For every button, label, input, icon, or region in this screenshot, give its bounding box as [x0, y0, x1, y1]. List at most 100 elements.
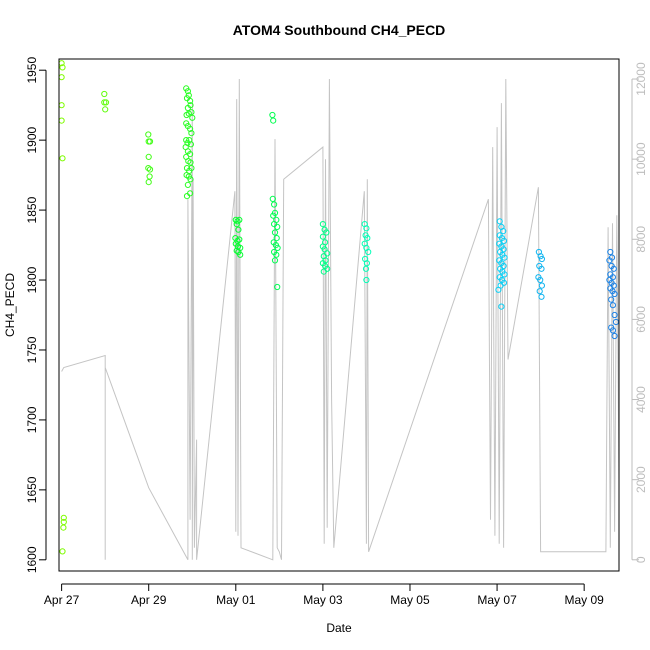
data-point: [538, 255, 546, 263]
data-point: [320, 268, 327, 275]
data-point: [495, 286, 502, 293]
data-point: [274, 223, 281, 230]
data-point: [538, 265, 545, 272]
data-point: [323, 229, 330, 236]
altitude-line: [61, 78, 620, 561]
data-point: [58, 74, 65, 81]
data-point: [538, 282, 546, 289]
data-point: [269, 195, 276, 202]
data-point: [145, 165, 152, 172]
data-point: [611, 290, 618, 298]
data-point: [146, 138, 154, 145]
data-point: [102, 106, 109, 113]
data-point: [189, 114, 196, 121]
data-point: [363, 260, 370, 267]
data-point: [363, 276, 370, 284]
data-point: [363, 225, 370, 232]
y-tick-label: 1950: [25, 57, 39, 84]
data-point: [271, 201, 278, 208]
data-point: [536, 288, 543, 295]
data-point: [60, 514, 67, 521]
x-tick-label: May 03: [303, 593, 343, 607]
data-point: [187, 97, 194, 105]
data-point: [274, 283, 281, 291]
y-tick-label: 1600: [25, 546, 39, 573]
data-point: [187, 102, 194, 109]
data-point: [184, 88, 191, 95]
data-point: [145, 179, 152, 186]
data-point: [59, 548, 66, 555]
data-point: [145, 131, 152, 138]
x-tick-label: May 09: [564, 593, 604, 607]
data-point: [606, 257, 613, 264]
data-point: [271, 229, 279, 236]
data-point: [500, 237, 508, 244]
data-point: [145, 153, 152, 160]
y-tick-label: 1800: [25, 266, 39, 293]
data-point: [234, 218, 241, 225]
data-point: [188, 165, 195, 172]
y-tick-label: 1900: [25, 126, 39, 153]
data-point: [235, 226, 242, 233]
data-point: [319, 221, 326, 228]
y-axis-right: 0 2000 4000 6000 8000 10000 12000: [631, 62, 648, 563]
x-axis-label: Date: [326, 621, 352, 635]
data-point: [608, 296, 615, 303]
data-point: [270, 212, 277, 219]
chart-title: ATOM4 Southbound CH4_PECD: [233, 22, 446, 38]
data-point: [146, 173, 153, 180]
data-point: [273, 251, 280, 258]
y2-tick-label: 12000: [634, 62, 648, 96]
x-tick-label: Apr 27: [44, 593, 80, 607]
data-point: [60, 524, 67, 531]
y2-tick-label: 2000: [634, 466, 648, 493]
x-tick-label: May 01: [216, 593, 256, 607]
x-axis: Apr 27 Apr 29 May 01 May 03 May 05 May 07 May …: [44, 583, 604, 607]
y-axis-label: CH4_PECD: [3, 273, 17, 337]
y2-tick-label: 8000: [634, 226, 648, 253]
data-point: [269, 111, 276, 119]
y-tick-label: 1700: [25, 406, 39, 433]
y-tick-label: 1750: [25, 336, 39, 363]
data-point: [609, 327, 617, 334]
y-tick-label: 1850: [25, 196, 39, 223]
data-point: [538, 293, 545, 300]
data-point: [184, 181, 191, 188]
data-point: [610, 265, 617, 272]
data-point: [102, 99, 110, 106]
data-point: [364, 235, 371, 242]
data-point: [501, 271, 508, 278]
data-point: [611, 332, 618, 340]
y2-tick-label: 0: [634, 556, 648, 563]
data-point: [236, 236, 243, 243]
x-tick-label: Apr 29: [131, 593, 167, 607]
data-point: [362, 265, 370, 272]
data-point: [187, 176, 194, 183]
ch4-series: [58, 60, 620, 555]
data-point: [146, 166, 154, 173]
data-point: [501, 254, 508, 261]
data-point: [271, 257, 279, 264]
data-point: [101, 90, 108, 98]
data-point: [607, 248, 614, 256]
altitude-series: [61, 78, 620, 561]
data-point: [232, 216, 239, 223]
y-tick-label: 1650: [25, 476, 39, 503]
data-point: [233, 247, 240, 254]
data-point: [59, 64, 66, 71]
plot-area-frame: [58, 58, 620, 572]
data-point: [611, 311, 618, 319]
data-point: [183, 193, 191, 200]
data-point: [101, 99, 108, 106]
data-point: [273, 235, 280, 242]
data-point: [58, 117, 65, 124]
data-point: [500, 228, 507, 235]
data-point: [187, 125, 194, 132]
y2-tick-label: 4000: [634, 386, 648, 413]
data-point: [609, 302, 617, 309]
data-point: [185, 92, 192, 99]
x-tick-label: May 05: [390, 593, 430, 607]
data-point: [496, 218, 503, 225]
data-point: [319, 233, 326, 240]
